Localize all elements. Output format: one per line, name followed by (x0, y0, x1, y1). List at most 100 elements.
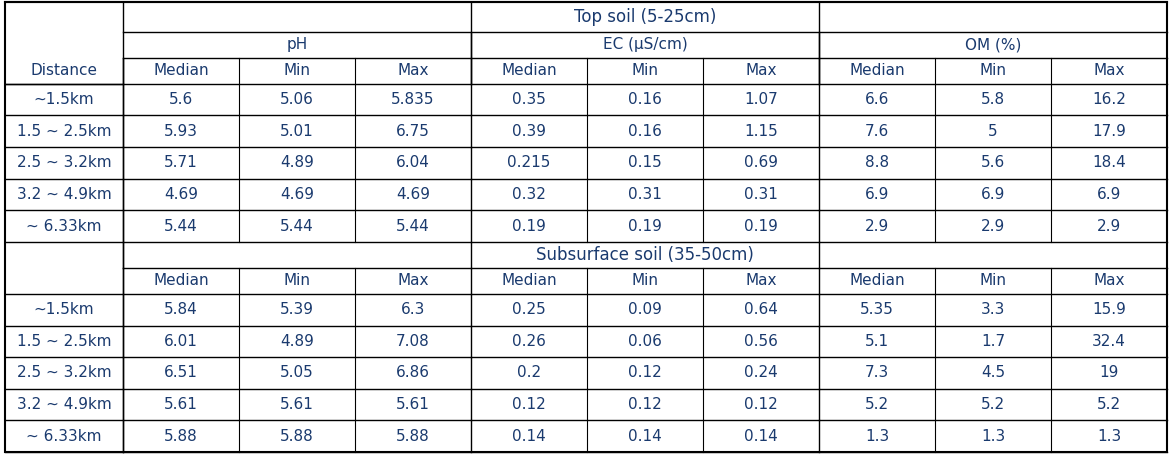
Text: 1.3: 1.3 (865, 429, 890, 444)
Text: 5.93: 5.93 (164, 124, 198, 139)
Text: 0.16: 0.16 (628, 92, 662, 107)
Text: 6.3: 6.3 (401, 302, 425, 317)
Text: 0.12: 0.12 (628, 365, 662, 380)
Text: 6.75: 6.75 (396, 124, 430, 139)
Text: 6.9: 6.9 (1097, 187, 1122, 202)
Text: EC (μS/cm): EC (μS/cm) (602, 37, 687, 52)
Text: 17.9: 17.9 (1092, 124, 1126, 139)
Text: 5.01: 5.01 (280, 124, 314, 139)
Text: 0.31: 0.31 (744, 187, 778, 202)
Text: 5.61: 5.61 (164, 397, 198, 412)
Text: 0.215: 0.215 (507, 155, 551, 170)
Text: 0.09: 0.09 (628, 302, 662, 317)
Text: pH: pH (286, 37, 307, 52)
Text: Median: Median (850, 63, 905, 78)
Text: 5.88: 5.88 (280, 429, 314, 444)
Text: 5.44: 5.44 (396, 218, 430, 233)
Text: Median: Median (502, 273, 557, 288)
Text: 5.88: 5.88 (164, 429, 198, 444)
Text: Max: Max (397, 63, 429, 78)
Text: 4.69: 4.69 (164, 187, 198, 202)
Text: 6.9: 6.9 (981, 187, 1006, 202)
Text: 6.86: 6.86 (396, 365, 430, 380)
Text: Max: Max (1093, 63, 1125, 78)
Text: 6.51: 6.51 (164, 365, 198, 380)
Text: 5: 5 (988, 124, 997, 139)
Text: 5.44: 5.44 (280, 218, 314, 233)
Text: 18.4: 18.4 (1092, 155, 1126, 170)
Text: 0.69: 0.69 (744, 155, 778, 170)
Text: 4.69: 4.69 (396, 187, 430, 202)
Text: Top soil (5-25cm): Top soil (5-25cm) (574, 8, 716, 26)
Text: 6.04: 6.04 (396, 155, 430, 170)
Text: 0.15: 0.15 (628, 155, 662, 170)
Text: 1.3: 1.3 (1097, 429, 1122, 444)
Text: Min: Min (284, 63, 311, 78)
Text: 5.88: 5.88 (396, 429, 430, 444)
Text: 5.84: 5.84 (164, 302, 198, 317)
Text: 6.01: 6.01 (164, 334, 198, 349)
Text: 15.9: 15.9 (1092, 302, 1126, 317)
Text: 7.6: 7.6 (865, 124, 890, 139)
Text: 6.6: 6.6 (865, 92, 890, 107)
Text: 0.25: 0.25 (512, 302, 546, 317)
Text: Min: Min (632, 63, 659, 78)
Text: Median: Median (154, 273, 209, 288)
Text: 0.12: 0.12 (628, 397, 662, 412)
Text: 3.2 ~ 4.9km: 3.2 ~ 4.9km (16, 397, 111, 412)
Text: 0.32: 0.32 (512, 187, 546, 202)
Text: Max: Max (397, 273, 429, 288)
Text: 4.89: 4.89 (280, 155, 314, 170)
Text: 0.35: 0.35 (512, 92, 546, 107)
Text: 1.3: 1.3 (981, 429, 1006, 444)
Text: Max: Max (745, 63, 777, 78)
Text: 5.1: 5.1 (865, 334, 890, 349)
Text: 0.24: 0.24 (744, 365, 778, 380)
Text: 2.5 ~ 3.2km: 2.5 ~ 3.2km (16, 365, 111, 380)
Text: 5.05: 5.05 (280, 365, 314, 380)
Text: 2.9: 2.9 (981, 218, 1006, 233)
Text: Min: Min (284, 273, 311, 288)
Text: 5.61: 5.61 (396, 397, 430, 412)
Text: Distance: Distance (30, 63, 97, 78)
Text: 0.56: 0.56 (744, 334, 778, 349)
Text: Median: Median (502, 63, 557, 78)
Text: ~ 6.33km: ~ 6.33km (26, 218, 102, 233)
Text: 0.14: 0.14 (744, 429, 778, 444)
Text: Max: Max (1093, 273, 1125, 288)
Text: 0.31: 0.31 (628, 187, 662, 202)
Text: 4.69: 4.69 (280, 187, 314, 202)
Text: 4.5: 4.5 (981, 365, 1006, 380)
Text: Median: Median (154, 63, 209, 78)
Text: 7.3: 7.3 (865, 365, 890, 380)
Text: 2.9: 2.9 (1097, 218, 1122, 233)
Text: 5.835: 5.835 (391, 92, 435, 107)
Text: 5.44: 5.44 (164, 218, 198, 233)
Text: 5.61: 5.61 (280, 397, 314, 412)
Text: Max: Max (745, 273, 777, 288)
Text: 5.39: 5.39 (280, 302, 314, 317)
Text: Min: Min (980, 273, 1007, 288)
Text: 0.26: 0.26 (512, 334, 546, 349)
Text: 32.4: 32.4 (1092, 334, 1126, 349)
Text: 8.8: 8.8 (865, 155, 890, 170)
Text: 1.15: 1.15 (744, 124, 778, 139)
Text: 5.2: 5.2 (865, 397, 890, 412)
Text: 1.07: 1.07 (744, 92, 778, 107)
Text: 5.2: 5.2 (1097, 397, 1122, 412)
Text: 0.06: 0.06 (628, 334, 662, 349)
Text: 0.64: 0.64 (744, 302, 778, 317)
Text: 0.19: 0.19 (512, 218, 546, 233)
Text: ~1.5km: ~1.5km (34, 92, 94, 107)
Text: 1.5 ~ 2.5km: 1.5 ~ 2.5km (16, 334, 111, 349)
Text: 5.6: 5.6 (169, 92, 193, 107)
Text: 0.19: 0.19 (744, 218, 778, 233)
Text: 0.2: 0.2 (517, 365, 541, 380)
Text: 0.14: 0.14 (628, 429, 662, 444)
Text: 5.06: 5.06 (280, 92, 314, 107)
Text: OM (%): OM (%) (965, 37, 1021, 52)
Text: 5.8: 5.8 (981, 92, 1006, 107)
Text: 1.7: 1.7 (981, 334, 1006, 349)
Text: 0.14: 0.14 (512, 429, 546, 444)
Text: 0.19: 0.19 (628, 218, 662, 233)
